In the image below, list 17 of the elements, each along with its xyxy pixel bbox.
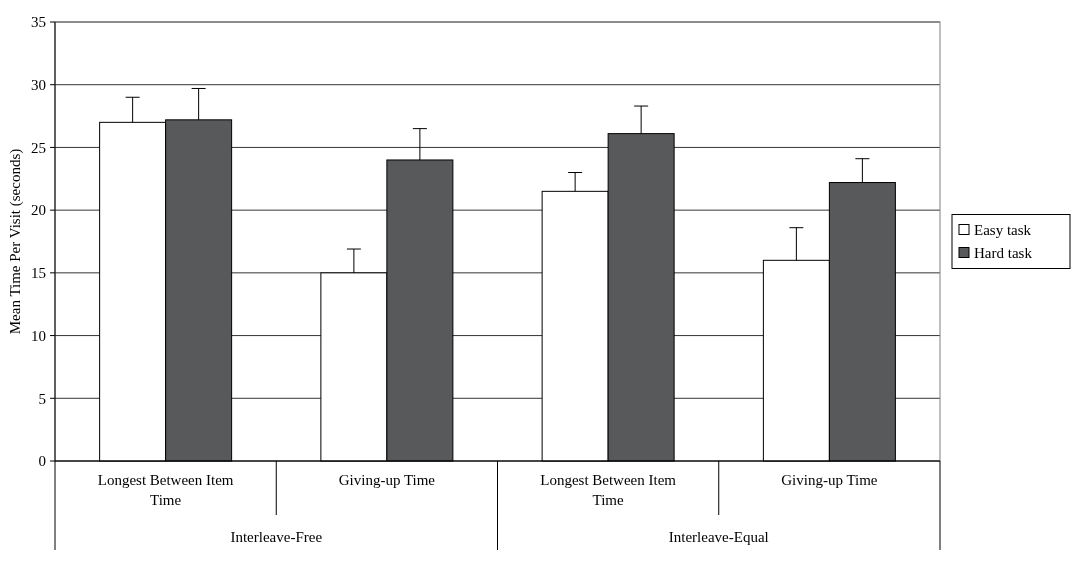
x-tick-label: Longest Between Item Time	[97, 472, 234, 508]
legend-label: Easy task	[974, 221, 1032, 238]
y-tick-label: 30	[31, 76, 46, 93]
text: Interleave-Equal	[668, 529, 769, 545]
y-tick-label: 25	[31, 139, 46, 156]
y-tick-label: 10	[31, 327, 46, 344]
x-tick-label: Giving-up Time	[338, 472, 436, 488]
y-tick-label: 35	[31, 14, 46, 31]
y-tick-label: 20	[31, 202, 46, 219]
y-tick-label: 0	[38, 453, 46, 470]
x-tick-label: Giving-up Time	[781, 472, 878, 488]
y-axis-title: Mean Time Per Visit (seconds)	[7, 148, 24, 335]
y-tick-label: 15	[31, 265, 46, 282]
x-tick-label: Longest Between Item Time	[540, 472, 677, 508]
legend-label: Hard task	[974, 244, 1033, 261]
text: Interleave-Free	[230, 529, 323, 545]
y-tick-label: 5	[38, 390, 46, 407]
